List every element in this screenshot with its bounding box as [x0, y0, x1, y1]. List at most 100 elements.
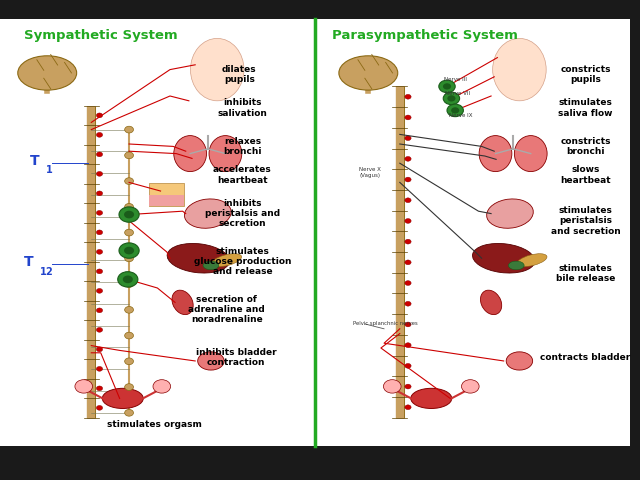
Circle shape	[447, 95, 456, 102]
Text: stimulates
peristalsis
and secretion: stimulates peristalsis and secretion	[550, 206, 620, 236]
Circle shape	[125, 178, 134, 184]
Ellipse shape	[481, 290, 502, 314]
Circle shape	[125, 332, 134, 339]
Text: accelerates
heartbeat: accelerates heartbeat	[213, 166, 272, 185]
FancyBboxPatch shape	[0, 19, 630, 446]
Circle shape	[125, 281, 134, 288]
Text: stimulates
glucose production
and release: stimulates glucose production and releas…	[194, 247, 291, 276]
Ellipse shape	[102, 388, 143, 408]
Circle shape	[405, 281, 411, 286]
FancyBboxPatch shape	[149, 195, 184, 206]
Circle shape	[97, 210, 102, 215]
Ellipse shape	[472, 243, 535, 273]
Circle shape	[119, 243, 139, 258]
Circle shape	[97, 171, 102, 176]
Text: slows
heartbeat: slows heartbeat	[560, 166, 611, 185]
Text: constricts
bronchi: constricts bronchi	[560, 137, 611, 156]
Circle shape	[125, 384, 134, 390]
Circle shape	[124, 247, 134, 254]
Text: stimulates orgasm: stimulates orgasm	[107, 420, 202, 429]
Circle shape	[125, 126, 134, 133]
Text: secretion of
adrenaline and
noradrenaline: secretion of adrenaline and noradrenalin…	[188, 295, 265, 324]
Text: Pelvic splanchnic nerves: Pelvic splanchnic nerves	[353, 322, 417, 326]
Ellipse shape	[515, 135, 547, 171]
Circle shape	[439, 80, 455, 93]
Circle shape	[461, 380, 479, 393]
Circle shape	[405, 198, 411, 203]
Circle shape	[405, 115, 411, 120]
Text: inhibits
salivation: inhibits salivation	[218, 98, 268, 118]
Text: stimulates
bile release: stimulates bile release	[556, 264, 615, 283]
Ellipse shape	[479, 135, 512, 171]
Text: inhibits bladder
contraction: inhibits bladder contraction	[196, 348, 276, 367]
Text: Nerve III: Nerve III	[444, 77, 467, 82]
Circle shape	[119, 207, 139, 222]
Circle shape	[97, 308, 102, 313]
Circle shape	[405, 218, 411, 223]
Text: stimulates
saliva flow: stimulates saliva flow	[558, 98, 612, 118]
Circle shape	[124, 211, 134, 218]
Circle shape	[97, 113, 102, 118]
Text: contracts bladder: contracts bladder	[540, 353, 630, 362]
Text: Nerve IX: Nerve IX	[449, 113, 472, 118]
Text: inhibits
peristalsis and
secretion: inhibits peristalsis and secretion	[205, 199, 280, 228]
Circle shape	[118, 272, 138, 287]
Ellipse shape	[508, 261, 524, 270]
Circle shape	[405, 405, 411, 409]
Ellipse shape	[486, 199, 533, 228]
Circle shape	[383, 380, 401, 393]
Ellipse shape	[209, 135, 242, 171]
Circle shape	[97, 347, 102, 352]
Circle shape	[405, 343, 411, 348]
Circle shape	[123, 276, 133, 283]
Circle shape	[125, 306, 134, 313]
Circle shape	[75, 380, 93, 393]
Circle shape	[97, 230, 102, 235]
Circle shape	[125, 204, 134, 210]
Circle shape	[97, 366, 102, 371]
Circle shape	[97, 386, 102, 391]
Ellipse shape	[506, 352, 532, 370]
Circle shape	[444, 92, 460, 105]
Text: Parasympathetic System: Parasympathetic System	[332, 29, 518, 43]
Text: relaxes
bronchi: relaxes bronchi	[223, 137, 262, 156]
Circle shape	[97, 327, 102, 332]
Ellipse shape	[172, 290, 193, 314]
Circle shape	[405, 177, 411, 182]
Text: $\mathbf{12}$: $\mathbf{12}$	[39, 265, 54, 276]
Text: $\mathbf{1}$: $\mathbf{1}$	[45, 163, 54, 175]
Circle shape	[405, 363, 411, 368]
Text: Sympathetic System: Sympathetic System	[24, 29, 177, 43]
Circle shape	[97, 288, 102, 293]
Ellipse shape	[18, 56, 77, 90]
Circle shape	[405, 301, 411, 306]
Circle shape	[125, 409, 134, 416]
Circle shape	[97, 132, 102, 137]
Circle shape	[97, 250, 102, 254]
Ellipse shape	[339, 56, 397, 90]
Ellipse shape	[198, 352, 224, 370]
Circle shape	[125, 358, 134, 365]
Text: constricts
pupils: constricts pupils	[560, 65, 611, 84]
Circle shape	[451, 107, 460, 113]
Text: $\mathbf{T}$: $\mathbf{T}$	[29, 154, 41, 168]
Circle shape	[125, 255, 134, 262]
Ellipse shape	[517, 254, 547, 266]
Ellipse shape	[174, 135, 207, 171]
Circle shape	[405, 95, 411, 99]
Circle shape	[405, 384, 411, 389]
Circle shape	[97, 152, 102, 157]
Circle shape	[405, 239, 411, 244]
Circle shape	[153, 380, 171, 393]
Ellipse shape	[411, 388, 452, 408]
Circle shape	[125, 152, 134, 159]
Circle shape	[97, 191, 102, 196]
Text: dilates
pupils: dilates pupils	[222, 65, 257, 84]
Text: Nerve VII: Nerve VII	[445, 91, 470, 96]
Text: $\mathbf{T}$: $\mathbf{T}$	[23, 254, 35, 269]
Circle shape	[405, 260, 411, 265]
Circle shape	[447, 104, 463, 117]
Circle shape	[97, 269, 102, 274]
Ellipse shape	[203, 261, 219, 270]
Circle shape	[97, 406, 102, 410]
